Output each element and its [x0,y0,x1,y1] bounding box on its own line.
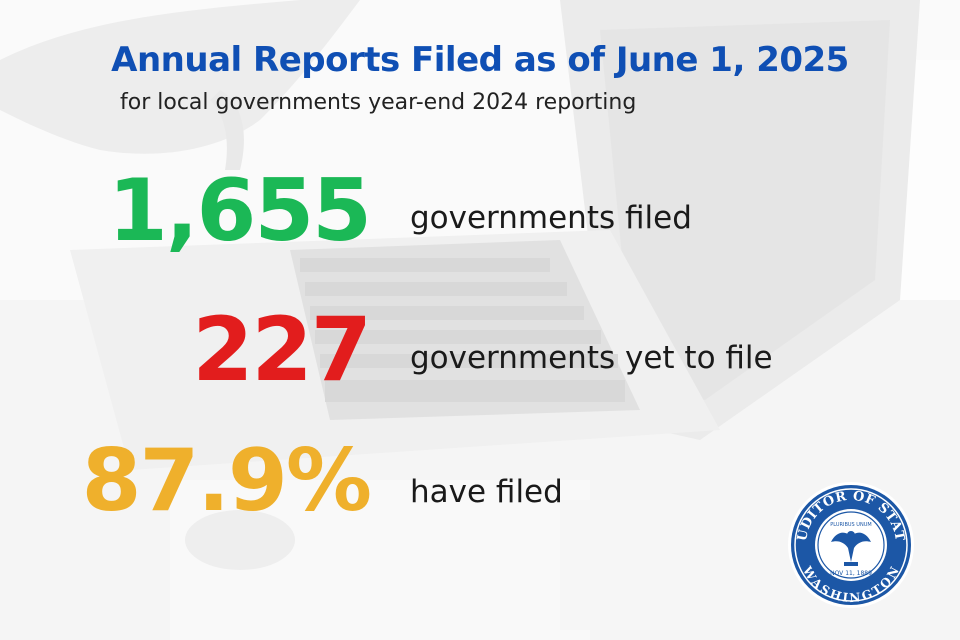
state-auditor-seal-icon: AUDITOR OF STATE WASHINGTON PLURIBUS UNU… [786,480,914,608]
page-subtitle: for local governments year-end 2024 repo… [120,90,637,115]
seal-motto: PLURIBUS UNUM [830,522,871,528]
yet-to-file-label: governments yet to file [410,340,773,376]
seal-date: NOV 11, 1889 [830,570,872,577]
page-title: Annual Reports Filed as of June 1, 2025 [111,40,849,80]
percent-filed: 87.9% [81,431,372,531]
percent-filed-label: have filed [410,474,563,510]
filed-label: governments filed [410,200,692,236]
filed-count: 1,655 [107,161,372,261]
yet-to-file-count: 227 [192,298,372,401]
